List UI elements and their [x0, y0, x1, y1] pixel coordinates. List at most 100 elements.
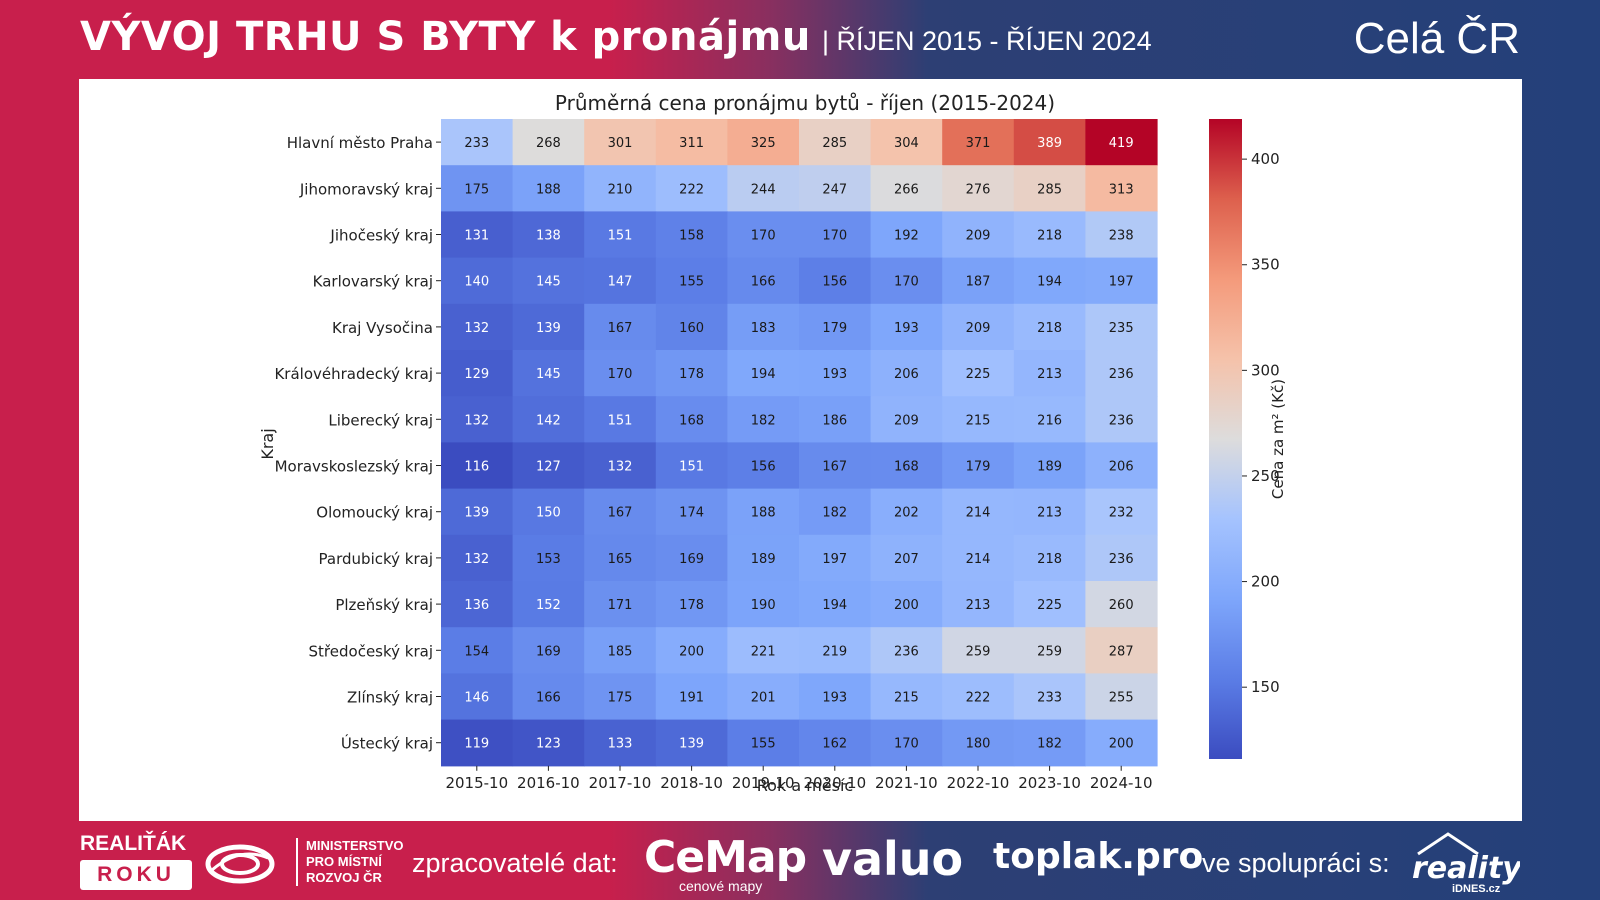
heatmap-cell: [942, 350, 1015, 397]
heatmap-cell: [942, 119, 1015, 166]
cell-value-label: 222: [679, 182, 704, 197]
cell-value-label: 174: [679, 506, 704, 521]
heatmap-cell: [1013, 673, 1086, 721]
cell-value-label: 147: [608, 275, 633, 290]
cell-value-label: 170: [894, 737, 919, 752]
heatmap-cell: [942, 719, 1015, 767]
cell-value-label: 192: [894, 229, 919, 244]
cell-value-label: 247: [822, 182, 847, 197]
cell-value-label: 188: [536, 182, 561, 197]
heatmap-cell: [942, 673, 1015, 721]
row-label: Hlavní město Praha: [287, 134, 433, 152]
column-label: 2023-10: [1018, 774, 1081, 792]
cell-value-label: 167: [822, 460, 847, 475]
heatmap-cell: [1085, 303, 1158, 351]
heatmap-cell: [584, 350, 657, 397]
cell-value-label: 179: [822, 321, 847, 336]
heatmap-cell: [441, 350, 514, 397]
heatmap-cell: [870, 350, 943, 397]
cell-value-label: 145: [536, 275, 561, 290]
heatmap-cell: [441, 581, 514, 628]
heatmap-cell: [584, 488, 657, 536]
row-label: Plzeňský kraj: [335, 596, 433, 614]
column-label: 2019-10: [732, 774, 795, 792]
cell-value-label: 139: [536, 321, 561, 336]
heatmap-cell: [512, 534, 585, 582]
heatmap-cell: [441, 488, 514, 536]
heatmap-cell: [727, 303, 800, 351]
heatmap-cell: [655, 673, 728, 721]
cell-value-label: 236: [1109, 552, 1134, 567]
cell-value-label: 154: [464, 644, 489, 659]
heatmap-cell: [584, 211, 657, 259]
cell-value-label: 189: [751, 552, 776, 567]
cell-value-label: 131: [464, 229, 489, 244]
heatmap-cell: [942, 488, 1015, 536]
cell-value-label: 215: [894, 691, 919, 706]
heatmap-cell: [870, 165, 943, 212]
cell-value-label: 371: [966, 136, 991, 151]
cell-value-label: 225: [1037, 598, 1062, 613]
heatmap-cell: [799, 257, 872, 305]
cell-value-label: 311: [679, 136, 704, 151]
chart-panel: Průměrná cena pronájmu bytů - říjen (201…: [79, 79, 1522, 821]
heatmap-cell: [870, 257, 943, 305]
cell-value-label: 166: [536, 691, 561, 706]
row-label: Olomoucký kraj: [316, 504, 433, 522]
heatmap-cell: [584, 257, 657, 305]
heatmap-cell: [1013, 442, 1086, 490]
heatmap-cell: [655, 119, 728, 166]
colorbar-tick-label: 400: [1251, 150, 1280, 168]
cell-value-label: 139: [464, 506, 489, 521]
cell-value-label: 221: [751, 644, 776, 659]
cell-value-label: 178: [679, 598, 704, 613]
cell-value-label: 132: [464, 413, 489, 428]
heatmap-cell: [870, 488, 943, 536]
cell-value-label: 235: [1109, 321, 1134, 336]
cell-value-label: 158: [679, 229, 704, 244]
row-label: Jihomoravský kraj: [299, 180, 433, 198]
heatmap-cell: [799, 211, 872, 259]
column-label: 2017-10: [589, 774, 652, 792]
row-label: Liberecký kraj: [328, 411, 433, 429]
cell-value-label: 169: [679, 552, 704, 567]
heatmap-cell: [799, 581, 872, 628]
heatmap-cell: [799, 534, 872, 582]
heatmap-cell: [441, 257, 514, 305]
cell-value-label: 238: [1109, 229, 1134, 244]
cell-value-label: 180: [966, 737, 991, 752]
row-label: Kraj Vysočina: [332, 319, 433, 337]
cell-value-label: 233: [464, 136, 489, 151]
cell-value-label: 325: [751, 136, 776, 151]
heatmap-cell: [441, 442, 514, 490]
cell-value-label: 244: [751, 182, 776, 197]
valuo-logo: valuo: [822, 832, 964, 886]
ministry-logo-icon: [204, 840, 276, 892]
heatmap-cell: [1013, 581, 1086, 628]
heatmap-cell: [512, 165, 585, 212]
heatmap-cell: [799, 350, 872, 397]
cell-value-label: 165: [608, 552, 633, 567]
colorbar-tick-label: 250: [1251, 467, 1280, 485]
cell-value-label: 214: [966, 552, 991, 567]
row-label: Královéhradecký kraj: [274, 365, 433, 383]
heatmap-cell: [799, 119, 872, 166]
cell-value-label: 155: [679, 275, 704, 290]
heatmap-cell: [1085, 719, 1158, 767]
cell-value-label: 151: [608, 229, 633, 244]
cell-value-label: 186: [822, 413, 847, 428]
column-label: 2020-10: [803, 774, 866, 792]
heatmap-cell: [727, 534, 800, 582]
heatmap-cell: [441, 165, 514, 212]
cell-value-label: 236: [1109, 413, 1134, 428]
cell-value-label: 202: [894, 506, 919, 521]
heatmap-cell: [799, 488, 872, 536]
heatmap-cell: [512, 719, 585, 767]
colorbar-label: Cena za m² (Kč): [1269, 379, 1287, 499]
heatmap-cell: [727, 488, 800, 536]
cell-value-label: 133: [608, 737, 633, 752]
heatmap-cell: [655, 534, 728, 582]
heatmap-cell: [870, 627, 943, 674]
processors-label: zpracovatelé dat:: [412, 848, 618, 878]
cell-value-label: 160: [679, 321, 704, 336]
